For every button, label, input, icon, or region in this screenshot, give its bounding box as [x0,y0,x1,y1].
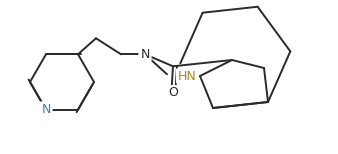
Text: O: O [168,86,178,99]
Text: HN: HN [177,69,196,83]
Text: N: N [41,103,51,116]
Text: N: N [140,48,150,61]
